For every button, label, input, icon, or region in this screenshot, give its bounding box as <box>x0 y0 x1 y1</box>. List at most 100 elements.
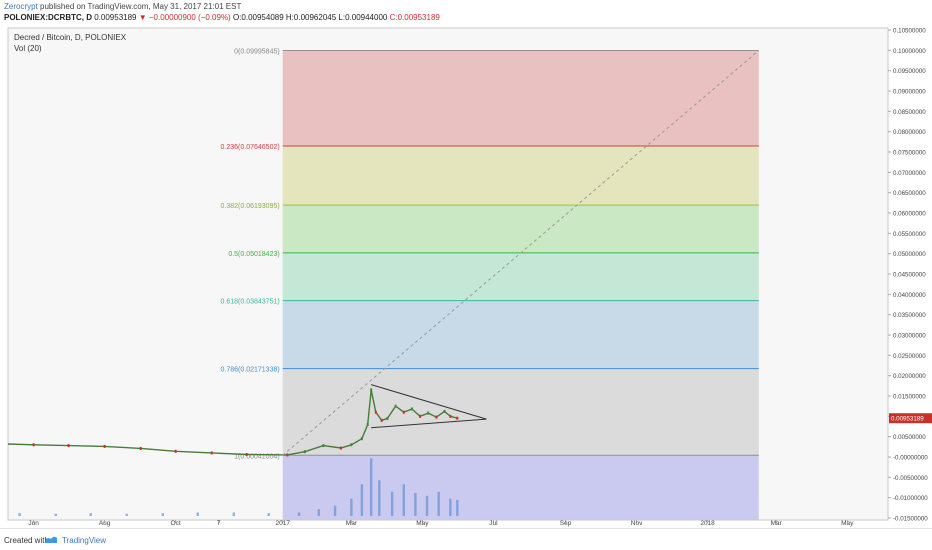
volume-bar <box>18 513 21 516</box>
fibonacci-labels: 0(0.09995845) 0.236(0.07646502) 0.382(0.06… <box>221 49 280 461</box>
volume-legend: Vol (20) <box>14 44 42 53</box>
price-tick-label: 0.06500000 <box>893 190 926 197</box>
price-tick-label: 0.03000000 <box>893 332 926 339</box>
price-candle <box>245 453 248 457</box>
price-candle <box>449 414 452 418</box>
time-tick-label: 7 <box>217 520 221 527</box>
volume-bar <box>267 513 270 516</box>
volume-bar <box>161 513 165 516</box>
fibonacci-retracement[interactable] <box>282 50 759 520</box>
volume-bar <box>414 492 417 516</box>
time-tick-label: Mar <box>346 520 358 527</box>
price-line <box>7 389 458 456</box>
fib-band <box>282 368 759 456</box>
price-candle <box>210 451 213 455</box>
last-price-tag-label: 0.00953189 <box>891 416 924 423</box>
price-tick-label: 0.01500000 <box>893 393 926 400</box>
fib-level-label: 0.236(0.07646502) <box>221 144 280 151</box>
price-candle <box>366 422 369 426</box>
price-candle <box>174 449 177 453</box>
volume-bar <box>402 484 405 516</box>
price-tick-label: -0.01500000 <box>893 515 928 522</box>
price-series <box>7 388 459 457</box>
volume-bar <box>449 498 452 516</box>
time-axis[interactable]: Jun Aug Oct 7 2017 Mar May Jul Sep Nov 2018 Mar May <box>28 520 854 527</box>
price-tick-label: 0.02000000 <box>893 373 926 380</box>
price-tick-label: 0.09500000 <box>893 68 926 75</box>
fib-band <box>282 146 759 206</box>
price-tick-label: 0.03500000 <box>893 312 926 319</box>
price-candle <box>286 453 289 457</box>
volume-bar <box>54 513 57 516</box>
tradingview-brand-link[interactable]: TradingView <box>62 536 107 545</box>
volume-bar <box>360 484 364 516</box>
price-axis[interactable]: 0.10500000 0.10000000 0.09500000 0.09000000… <box>888 28 928 523</box>
fib-band <box>282 205 759 253</box>
last-price: 0.00953189 <box>94 13 137 22</box>
fib-level-label: 0.5(0.05018423) <box>228 251 279 258</box>
price-tick-label: 0.04500000 <box>893 272 926 279</box>
price-candle <box>32 443 35 447</box>
price-tick-label: 0.07000000 <box>893 170 926 177</box>
volume-bar <box>333 505 337 516</box>
volume-bar <box>425 495 429 516</box>
price-tick-label: 0.05500000 <box>893 231 926 238</box>
symbol-name[interactable]: POLONIEX:DCRBTC, D <box>4 13 92 22</box>
time-tick-label: May <box>841 520 854 527</box>
price-tick-label: 0.08500000 <box>893 109 926 116</box>
price-candle <box>456 416 459 420</box>
time-tick-label: Aug <box>99 520 111 527</box>
price-candle <box>386 416 389 420</box>
price-candle <box>350 443 353 447</box>
price-candle <box>360 437 363 441</box>
ohlc-open: O:0.00954089 <box>232 13 284 22</box>
fib-level-label: 0.786(0.02171338) <box>221 367 280 374</box>
price-candle <box>410 407 413 411</box>
publish-info: Zerocrypt published on TradingView.com, … <box>4 2 241 11</box>
price-candle <box>402 410 405 414</box>
fib-level-label: 1(0.00041004) <box>234 453 280 460</box>
price-tick-label: 0.07500000 <box>893 150 926 157</box>
price-tick-label: 0.10000000 <box>893 48 926 55</box>
volume-bar <box>390 491 394 516</box>
price-candle <box>322 444 325 448</box>
ohlc-high: H:0.00962045 <box>285 13 337 22</box>
price-candle <box>339 446 342 450</box>
time-tick-label: 2018 <box>700 520 715 527</box>
price-tick-label: 0.00500000 <box>893 434 926 441</box>
price-tick-label: 0.02500000 <box>893 353 926 360</box>
volume-bar <box>317 509 320 516</box>
volume-bar <box>125 513 128 516</box>
fib-band <box>282 300 759 369</box>
price-tick-label: 0.09000000 <box>893 89 926 96</box>
time-tick-label: Jun <box>28 520 39 527</box>
price-tick-label: 0.04000000 <box>893 292 926 299</box>
tradingview-logo-icon[interactable] <box>44 534 58 545</box>
price-change: ▼ −0.00000900 (−0.09%) <box>138 13 231 22</box>
fib-level-label: 0.382(0.06193095) <box>221 203 280 210</box>
price-tick-label: -0.00000000 <box>893 454 928 461</box>
volume-bar <box>350 498 353 516</box>
time-tick-label: May <box>416 520 429 527</box>
time-tick-label: Nov <box>631 520 643 527</box>
chart-header: Zerocrypt published on TradingView.com, … <box>0 0 932 24</box>
volume-histogram <box>18 458 459 516</box>
price-candle <box>103 444 106 448</box>
volume-bar <box>297 512 301 516</box>
price-chart[interactable]: 0(0.09995845) 0.236(0.07646502) 0.382(0.06… <box>0 24 932 528</box>
fib-band <box>282 455 759 520</box>
ohlc-close: C:0.00953189 <box>389 13 440 22</box>
publisher-link[interactable]: Zerocrypt <box>4 2 38 11</box>
price-candle <box>370 388 373 392</box>
volume-bar <box>232 512 236 516</box>
volume-bar <box>378 480 381 516</box>
volume-bar <box>437 491 440 516</box>
fib-band <box>282 50 759 147</box>
footer-divider <box>0 528 932 529</box>
price-candle <box>380 418 383 422</box>
price-candle <box>435 415 438 419</box>
time-tick-label: 2017 <box>275 520 290 527</box>
footer: Created with TradingView <box>0 528 932 550</box>
chart-drawings[interactable] <box>282 50 760 456</box>
price-candle <box>419 414 422 418</box>
